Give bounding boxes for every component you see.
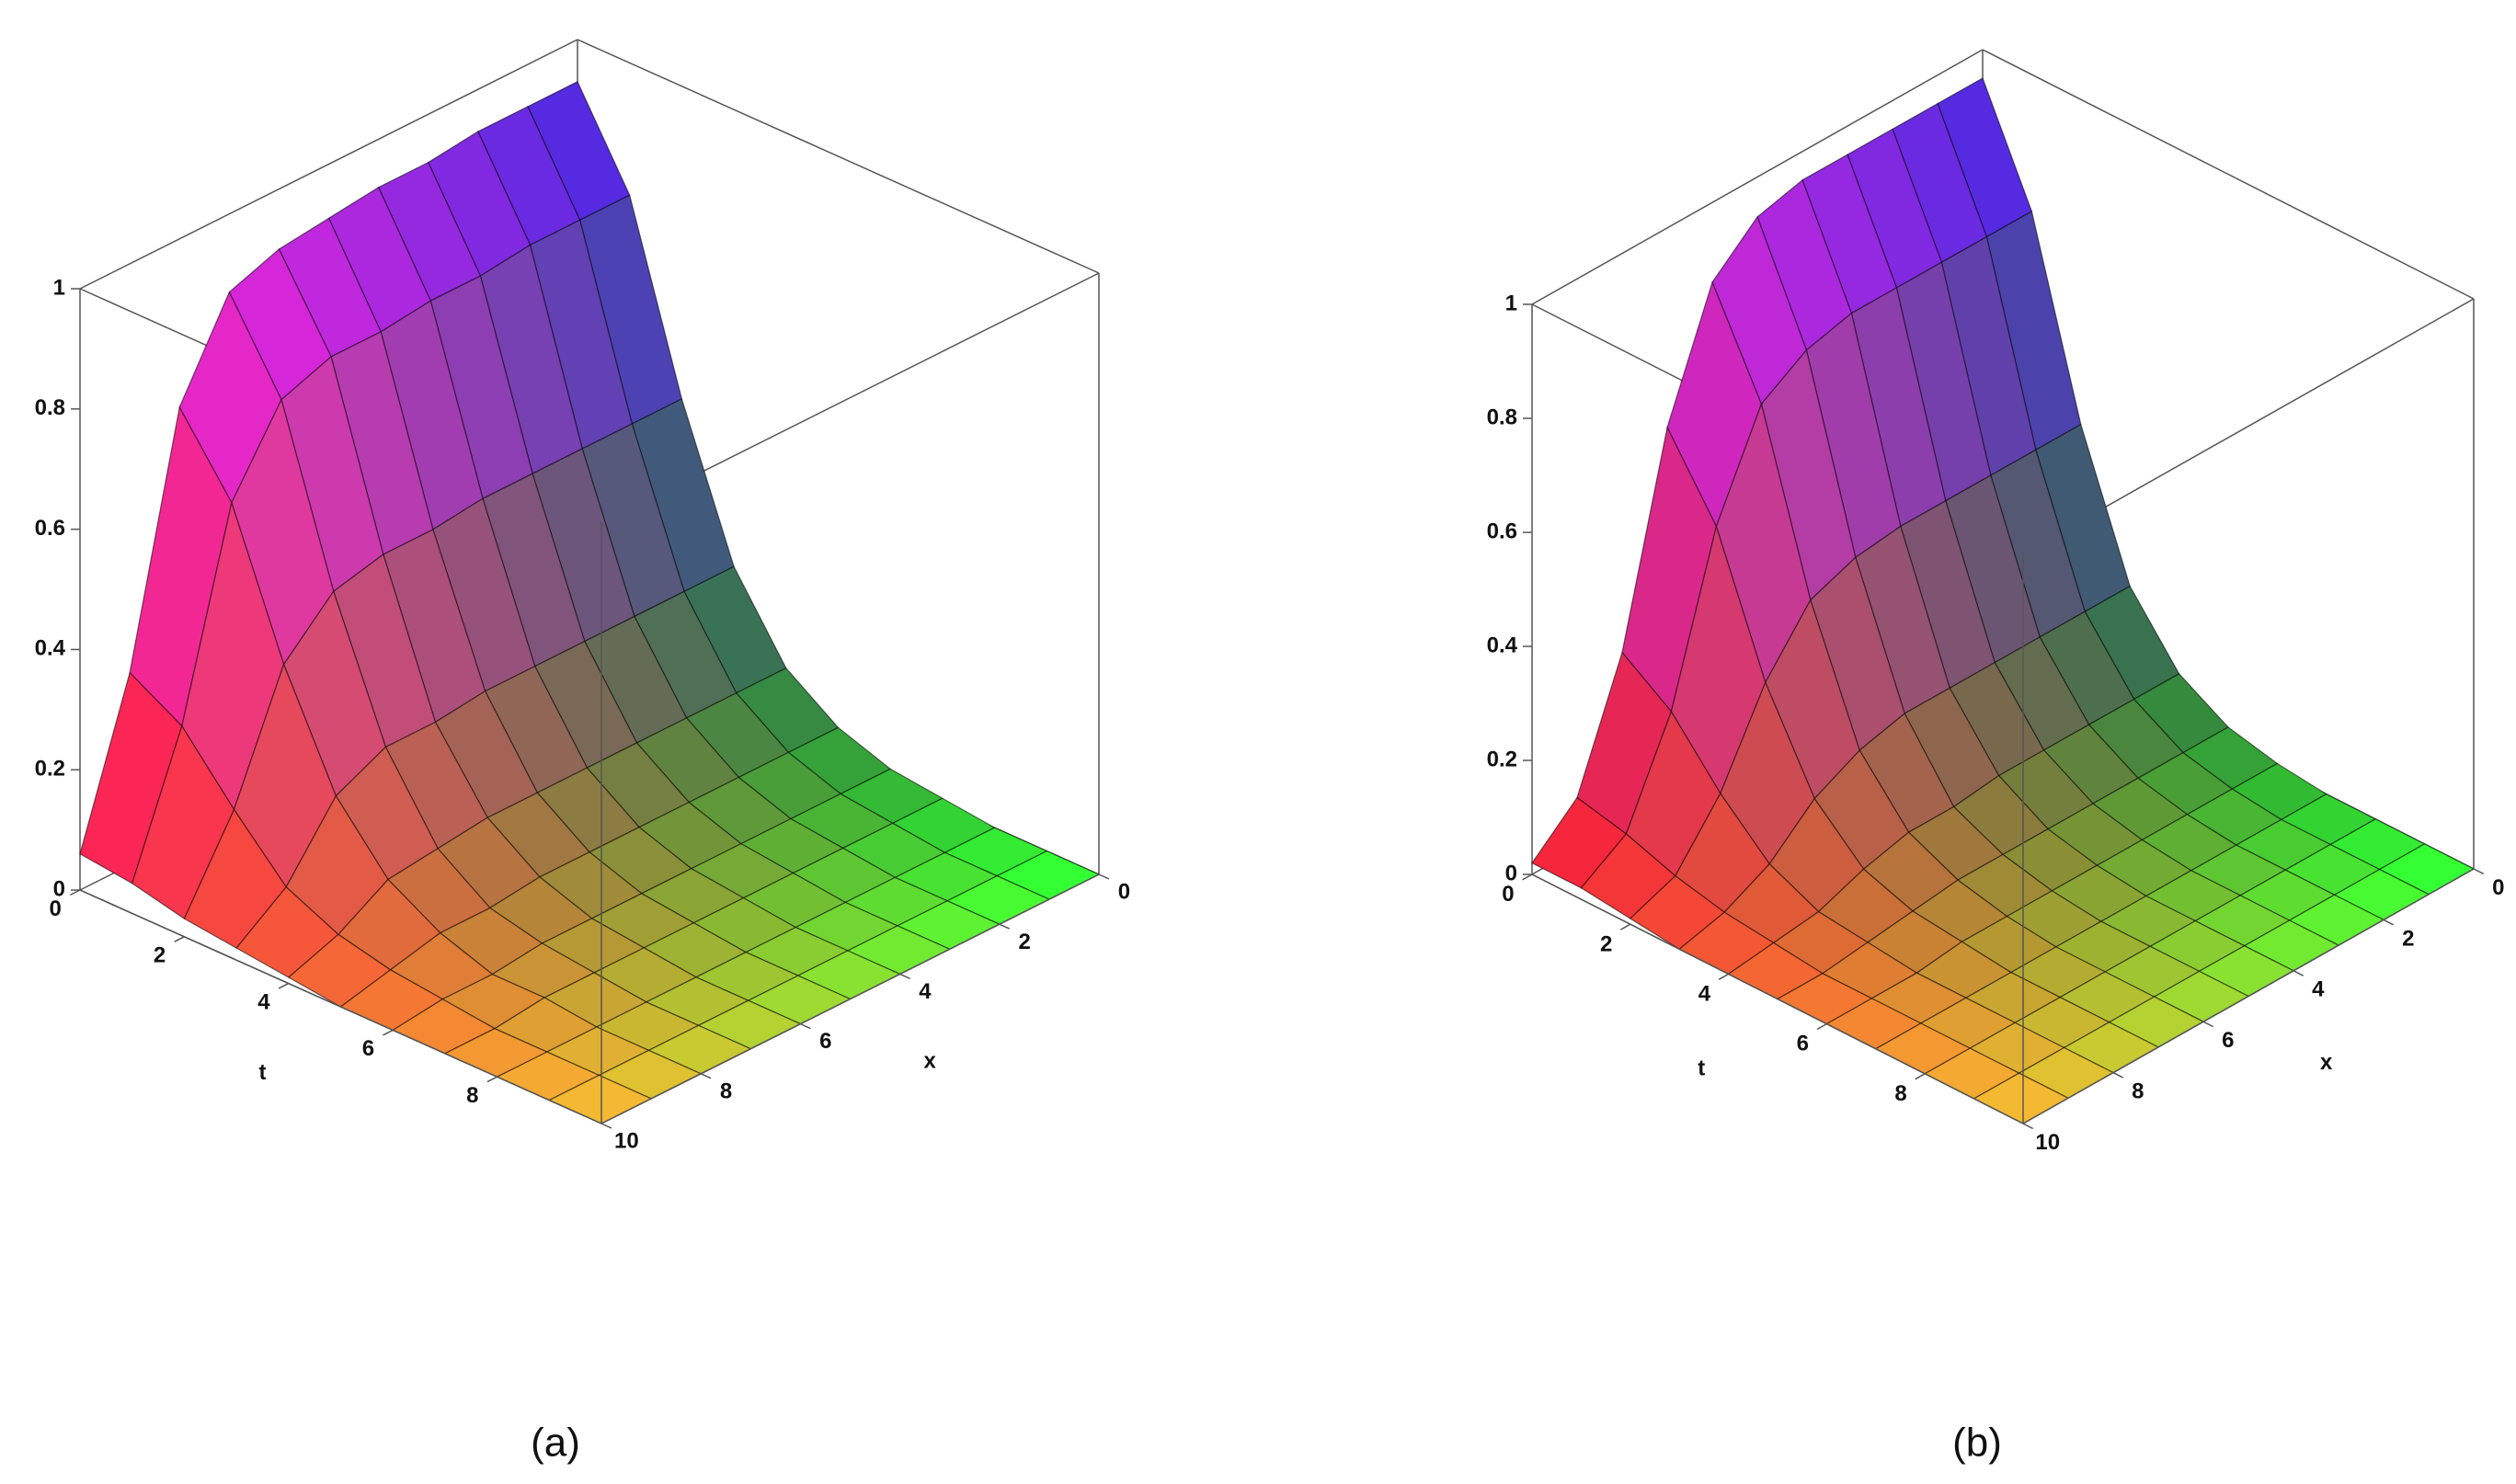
caption: (a)	[531, 1421, 580, 1466]
box-edge	[600, 873, 1100, 1124]
x-tick-label: 8	[720, 1079, 732, 1103]
tick-mark	[1619, 923, 1631, 930]
z-tick-label: 0.4	[35, 636, 66, 661]
tick-mark	[2022, 1123, 2034, 1130]
z-tick-label: 0.8	[1487, 405, 1517, 429]
x-axis-label: x	[924, 1049, 937, 1074]
t-axis-label: t	[259, 1060, 267, 1085]
t-tick-label: 2	[154, 943, 166, 968]
t-tick-label: 4	[1698, 982, 1711, 1007]
t-tick-label: 4	[257, 989, 270, 1014]
box-edge	[2022, 868, 2475, 1124]
tick-mark	[600, 1123, 612, 1129]
t-tick-label: 8	[466, 1083, 478, 1108]
tick-mark	[2112, 1071, 2124, 1079]
x-axis-label: x	[2320, 1050, 2333, 1075]
tick-mark	[174, 936, 185, 942]
x-tick-label: 4	[919, 979, 932, 1004]
x-tick-label: 8	[2132, 1079, 2144, 1104]
x-tick-label: 10	[614, 1129, 639, 1154]
x-tick-label: 0	[1118, 880, 1130, 905]
z-tick-label: 1	[1505, 291, 1517, 315]
t-tick-label: 0	[1502, 882, 1514, 907]
tick-mark	[899, 973, 910, 979]
box-edge	[1982, 49, 2475, 300]
tick-mark	[2293, 970, 2304, 976]
x-tick-label: 4	[2312, 977, 2325, 1002]
caption: (b)	[1952, 1421, 2002, 1466]
z-tick-label: 0.2	[1487, 747, 1517, 771]
t-axis-label: t	[1698, 1056, 1705, 1081]
z-tick-label: 0.8	[35, 395, 65, 420]
tick-mark	[1098, 873, 1110, 880]
t-tick-label: 0	[49, 896, 61, 921]
z-tick-label: 0.6	[1487, 519, 1517, 543]
t-tick-label: 8	[1894, 1081, 1906, 1106]
tick-mark	[2473, 868, 2485, 875]
tick-mark	[1718, 973, 1729, 980]
tick-mark	[700, 1073, 712, 1079]
tick-mark	[383, 1029, 394, 1036]
z-tick-label: 0	[1505, 861, 1517, 885]
box-edge	[79, 889, 602, 1124]
t-tick-label: 6	[362, 1036, 374, 1061]
box-edge	[1531, 49, 1984, 305]
x-tick-label: 2	[2402, 926, 2414, 951]
x-tick-label: 6	[2222, 1028, 2234, 1053]
tick-mark	[999, 923, 1011, 930]
z-tick-label: 0.2	[35, 757, 65, 782]
z-tick-label: 0.4	[1487, 633, 1518, 657]
z-tick-label: 1	[53, 275, 65, 300]
tick-mark	[1915, 1073, 1926, 1080]
x-tick-label: 0	[2492, 875, 2504, 900]
t-tick-label: 6	[1797, 1032, 1809, 1056]
x-tick-label: 10	[2035, 1130, 2060, 1155]
tick-mark	[2383, 919, 2395, 926]
tick-mark	[486, 1076, 497, 1083]
tick-mark	[278, 982, 290, 989]
z-tick-label: 0	[53, 876, 65, 901]
tick-mark	[1816, 1022, 1827, 1031]
box-edge	[1531, 873, 2024, 1124]
tick-mark	[69, 889, 81, 896]
box-edge	[577, 39, 1100, 274]
t-tick-label: 2	[1600, 931, 1612, 956]
x-tick-label: 2	[1018, 930, 1030, 954]
x-tick-label: 6	[819, 1029, 831, 1054]
tick-mark	[2202, 1021, 2214, 1028]
box-edge	[79, 39, 578, 290]
z-tick-label: 0.6	[35, 516, 65, 541]
tick-mark	[800, 1022, 811, 1030]
tick-mark	[1522, 873, 1533, 881]
